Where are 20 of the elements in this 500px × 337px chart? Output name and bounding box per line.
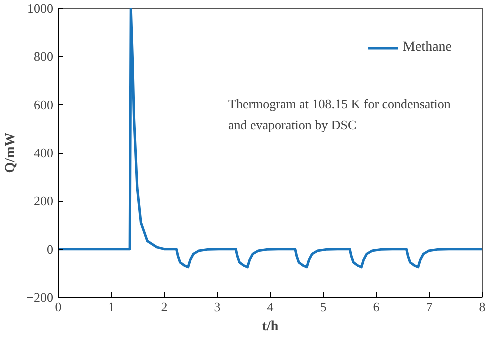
y-tick-label: 800: [34, 49, 54, 64]
y-tick-label: 1000: [28, 1, 54, 16]
x-tick-label: 5: [320, 300, 327, 314]
line-series: [58, 8, 482, 269]
y-tick-label: 600: [34, 97, 54, 112]
x-tick-label: 4: [267, 300, 274, 314]
x-tick-label: 6: [373, 300, 380, 314]
x-tick-label: 7: [426, 300, 434, 314]
legend-label: Methane: [403, 40, 452, 56]
x-axis-title: t/h: [262, 320, 279, 334]
annotation: Thermogram at 108.15 K for condensation and evaporation by DSC: [228, 96, 452, 132]
x-tick-label: 8: [479, 300, 486, 314]
y-tick-label: 400: [34, 146, 54, 160]
y-axis-title: Q/mW: [4, 132, 19, 174]
x-tick-label: 1: [108, 300, 115, 314]
y-tick-label: 200: [34, 194, 54, 209]
y-tick-label: 0: [47, 242, 54, 257]
x-tick-label: 2: [161, 300, 168, 314]
x-tick-label: 3: [214, 300, 221, 314]
y-tick-label: −200: [26, 290, 54, 305]
